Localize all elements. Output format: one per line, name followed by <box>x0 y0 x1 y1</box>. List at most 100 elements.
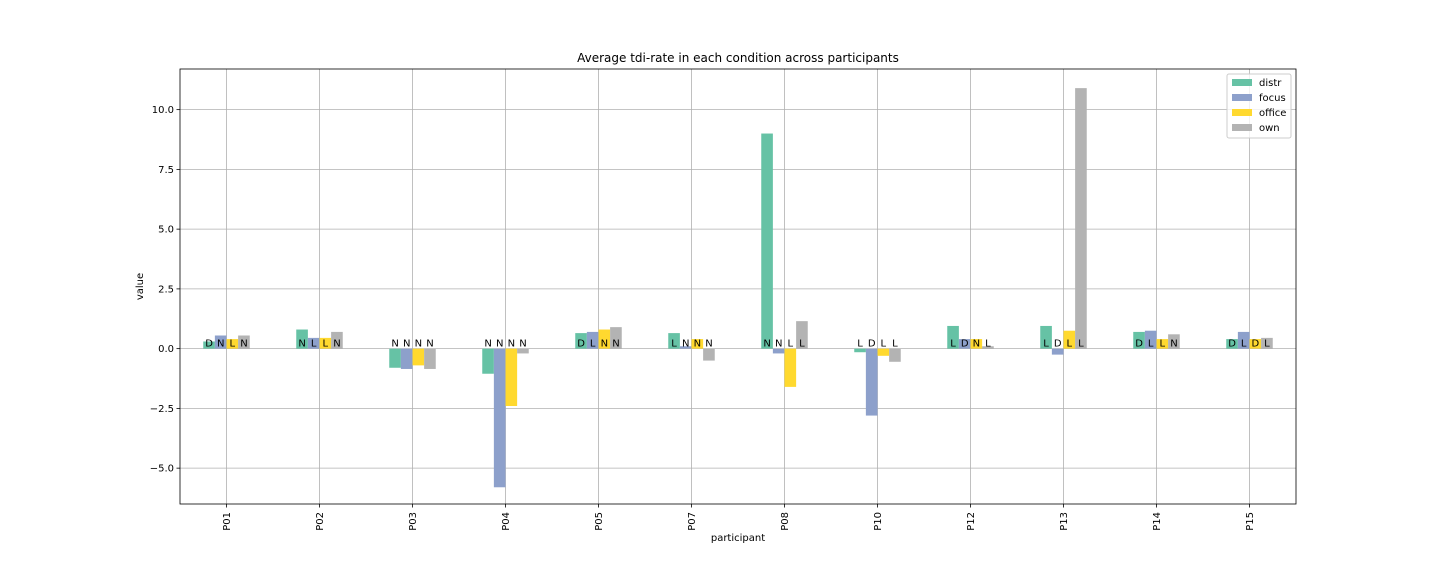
bar-own <box>610 327 622 349</box>
bar-label: L <box>1264 339 1270 350</box>
bar-label: N <box>217 339 224 350</box>
y-tick-label: −5.0 <box>150 464 174 475</box>
bar-label: L <box>1241 339 1247 350</box>
bar-label: N <box>973 339 980 350</box>
bar-label: L <box>950 339 956 350</box>
y-axis-label: value <box>135 273 146 300</box>
legend-label-distr: distr <box>1259 78 1282 89</box>
bar-label: N <box>682 339 689 350</box>
x-axis-label: participant <box>711 533 765 544</box>
bar-label: L <box>230 339 236 350</box>
bar-label: L <box>857 339 863 350</box>
x-tick-label: P15 <box>1245 512 1256 531</box>
bar-focus <box>586 331 599 349</box>
bar-office <box>691 339 704 349</box>
bar-label: D <box>961 339 969 350</box>
bar-focus <box>493 348 506 488</box>
bar-office <box>505 348 518 407</box>
bar-label: D <box>577 339 585 350</box>
x-tick-label: P14 <box>1152 512 1163 531</box>
bar-label: N <box>426 339 433 350</box>
y-tick-label: −2.5 <box>150 404 174 415</box>
bar-label: L <box>323 339 329 350</box>
bar-label: L <box>1160 339 1166 350</box>
bar-focus <box>865 348 878 416</box>
bar-label: L <box>1067 339 1073 350</box>
bar-label: N <box>484 339 491 350</box>
bar-distr <box>1226 339 1238 349</box>
legend-swatch-focus <box>1232 94 1252 101</box>
bar-label: L <box>590 339 596 350</box>
bar-distr <box>947 325 959 349</box>
bars-layer <box>203 88 1273 488</box>
bar-office <box>226 339 239 349</box>
bar-own <box>1075 88 1087 349</box>
bar-office <box>970 339 983 349</box>
bar-label: D <box>205 339 213 350</box>
plot-frame <box>179 68 1297 505</box>
bar-label: D <box>1135 339 1143 350</box>
bar-label: N <box>775 339 782 350</box>
y-axis-ticks: −5.0 −2.5 0.0 2.5 5.0 7.5 10.0 <box>150 105 180 475</box>
chart-title: Average tdi-rate in each condition acros… <box>577 51 899 65</box>
grid-layer <box>180 69 1296 504</box>
bar-focus <box>1237 331 1250 349</box>
bar-label: N <box>612 339 619 350</box>
x-tick-label: P10 <box>873 512 884 531</box>
legend-swatch-distr <box>1232 79 1252 86</box>
bar-label: N <box>298 339 305 350</box>
bar-label: D <box>1054 339 1062 350</box>
bar-distr <box>575 333 587 349</box>
bar-focus <box>1144 330 1157 349</box>
legend-label-own: own <box>1259 123 1280 134</box>
bar-label: N <box>1170 339 1177 350</box>
bar-label: L <box>1078 339 1084 350</box>
bar-own <box>238 335 250 349</box>
y-tick-label: 10.0 <box>152 105 174 116</box>
bar-label: D <box>1251 339 1259 350</box>
bar-label: L <box>799 339 805 350</box>
bar-label: L <box>311 339 317 350</box>
bar-label: D <box>868 339 876 350</box>
bar-label: N <box>763 339 770 350</box>
bar-distr <box>389 348 401 368</box>
bar-distr <box>761 133 773 349</box>
bar-labels-layer: D N N N D L N L L L D DN L N N L N N D D D L LL L N N N N L L N L L DN N N N… <box>205 339 1270 350</box>
bar-label: L <box>881 339 887 350</box>
bar-label: N <box>415 339 422 350</box>
bar-distr <box>1133 331 1145 349</box>
bar-label: L <box>892 339 898 350</box>
bar-label: N <box>694 339 701 350</box>
bar-office <box>412 348 425 366</box>
bar-distr <box>1040 325 1052 349</box>
bar-own <box>424 348 436 369</box>
bar-own <box>331 331 343 349</box>
bar-own <box>982 346 994 349</box>
y-tick-label: 5.0 <box>158 225 174 236</box>
legend-label-focus: focus <box>1259 93 1286 104</box>
bar-own <box>796 321 808 349</box>
bar-own <box>889 348 901 362</box>
bar-focus <box>958 339 971 349</box>
bar-office <box>598 329 611 349</box>
x-tick-label: P07 <box>687 512 698 531</box>
bar-label: N <box>496 339 503 350</box>
bar-distr <box>296 329 308 349</box>
bar-own <box>517 348 529 354</box>
legend: distr focus office own <box>1226 73 1292 139</box>
bar-focus <box>1051 348 1064 355</box>
y-tick-label: 2.5 <box>158 284 174 295</box>
bar-focus <box>772 348 785 354</box>
bar-label: N <box>391 339 398 350</box>
y-tick-label: 7.5 <box>158 165 174 176</box>
bar-focus <box>307 337 320 349</box>
bar-label: D <box>1228 339 1236 350</box>
bar-label: N <box>519 339 526 350</box>
bar-distr <box>854 348 866 353</box>
bar-label: L <box>1148 339 1154 350</box>
bar-office <box>784 348 797 387</box>
bar-label: L <box>788 339 794 350</box>
x-tick-label: P05 <box>594 512 605 531</box>
